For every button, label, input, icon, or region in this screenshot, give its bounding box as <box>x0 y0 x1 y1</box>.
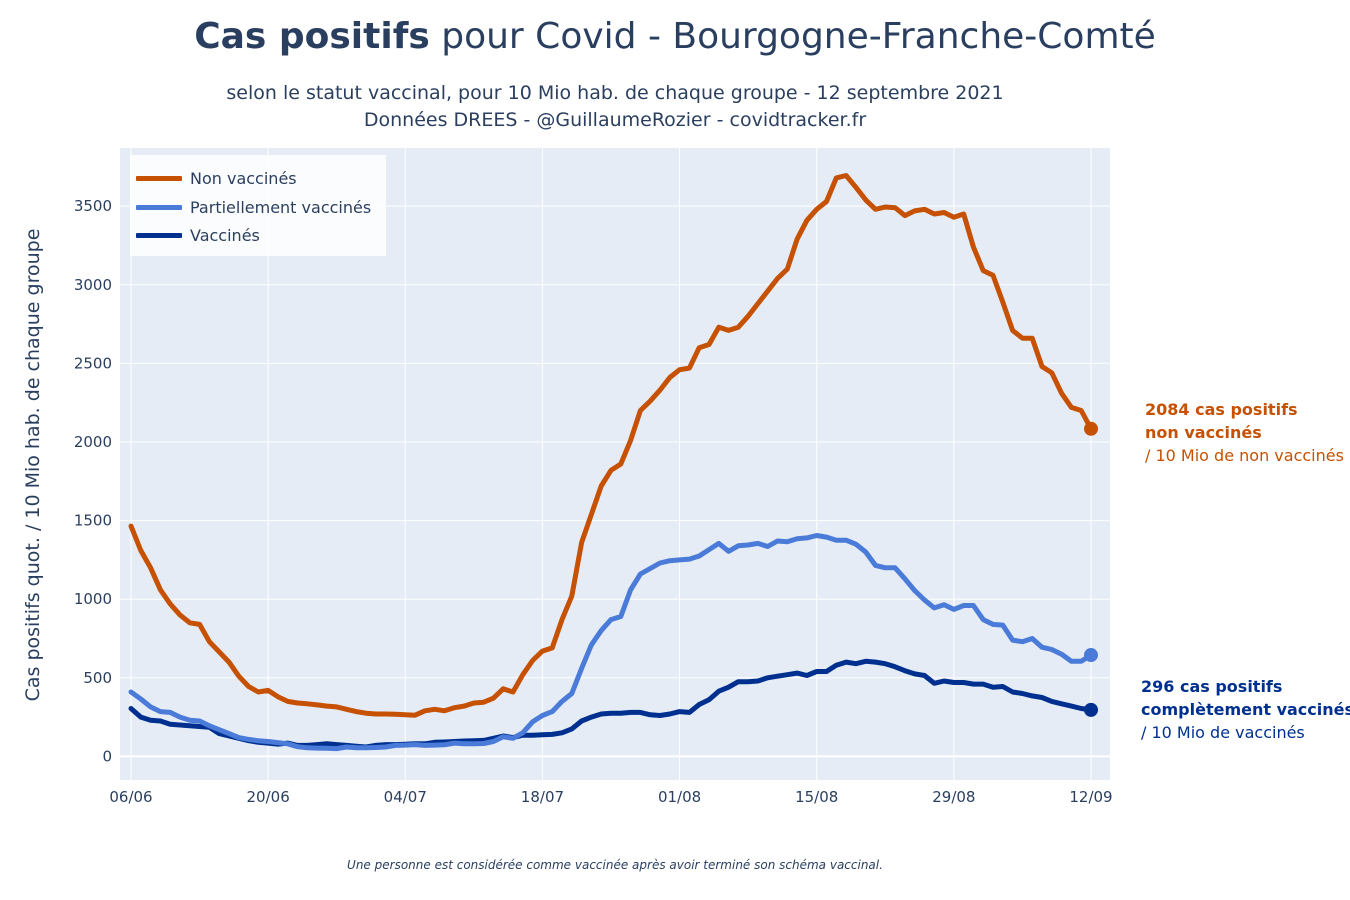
x-tick-label: 06/06 <box>109 788 152 806</box>
x-tick-label: 15/08 <box>795 788 838 806</box>
legend-swatch-vaccines <box>136 232 182 238</box>
annotation-vaccines-line3: / 10 Mio de vaccinés <box>1141 723 1305 742</box>
chart-title: Cas positifs pour Covid - Bourgogne-Fran… <box>0 16 1350 57</box>
legend-label-vaccines: Vaccinés <box>190 225 260 245</box>
annotation-non-vaccines-line2: non vaccinés <box>1145 423 1262 442</box>
y-tick-label: 500 <box>83 669 112 687</box>
legend-item-vaccines[interactable]: Vaccinés <box>136 223 260 247</box>
chart-subtitle-line2: Données DREES - @GuillaumeRozier - covid… <box>363 109 867 131</box>
y-tick-label: 1000 <box>74 590 112 608</box>
series-lines <box>128 173 1098 752</box>
annotation-vaccines: 296 cas positifs complètement vaccinés /… <box>1141 675 1350 744</box>
annotation-non-vaccines-line1: 2084 cas positifs <box>1145 400 1298 419</box>
annotation-vaccines-line2: complètement vaccinés <box>1141 700 1350 719</box>
legend-swatch-non-vaccines <box>136 175 182 181</box>
legend: Non vaccinés Partiellement vaccinés Vacc… <box>130 155 386 256</box>
legend-label-partiellement-vaccines: Partiellement vaccinés <box>190 197 372 217</box>
x-tick-label: 29/08 <box>932 788 975 806</box>
x-tick-label: 01/08 <box>658 788 701 806</box>
y-tick-label: 1500 <box>74 512 112 530</box>
x-tick-label: 12/09 <box>1069 788 1112 806</box>
chart-title-bold: Cas positifs <box>194 16 430 57</box>
annotation-non-vaccines-line3: / 10 Mio de non vaccinés <box>1145 446 1344 465</box>
y-tick-label: 0 <box>102 747 112 765</box>
series-line-partiellement-vaccines <box>128 533 1094 752</box>
chart-title-rest: pour Covid - Bourgogne-Franche-Comté <box>429 16 1156 57</box>
y-tick-label: 2500 <box>74 354 112 372</box>
y-tick-label: 2000 <box>74 433 112 451</box>
y-tick-label: 3500 <box>74 197 112 215</box>
x-tick-label: 04/07 <box>384 788 427 806</box>
x-tick-label: 20/06 <box>247 788 290 806</box>
footnote: Une personne est considérée comme vaccin… <box>347 858 883 872</box>
grid-lines <box>120 148 1110 780</box>
series-endpoint-vaccines <box>1084 702 1098 717</box>
legend-item-non-vaccines[interactable]: Non vaccinés <box>136 166 297 190</box>
x-tick-label: 18/07 <box>521 788 564 806</box>
annotation-non-vaccines: 2084 cas positifs non vaccinés / 10 Mio … <box>1145 398 1344 467</box>
x-axis-ticks: 06/06 20/06 04/07 18/07 01/08 15/08 29/08 12/09 <box>109 788 1112 806</box>
chart-subtitle-line1: selon le statut vaccinal, pour 10 Mio ha… <box>226 82 1004 104</box>
legend-item-partiellement-vaccines[interactable]: Partiellement vaccinés <box>136 195 371 219</box>
annotation-vaccines-line1: 296 cas positifs <box>1141 677 1283 696</box>
series-endpoint-non-vaccines <box>1084 421 1098 436</box>
legend-swatch-partiellement-vaccines <box>136 204 182 210</box>
legend-label-non-vaccines: Non vaccinés <box>190 168 297 188</box>
y-axis-ticks: 0 500 1000 1500 2000 2500 3000 3500 <box>74 197 112 765</box>
y-tick-label: 3000 <box>74 276 112 294</box>
y-axis-label: Cas positifs quot. / 10 Mio hab. de chaq… <box>22 228 44 702</box>
series-line-non-vaccines <box>128 173 1094 718</box>
series-endpoint-partiellement-vaccines <box>1084 648 1098 663</box>
